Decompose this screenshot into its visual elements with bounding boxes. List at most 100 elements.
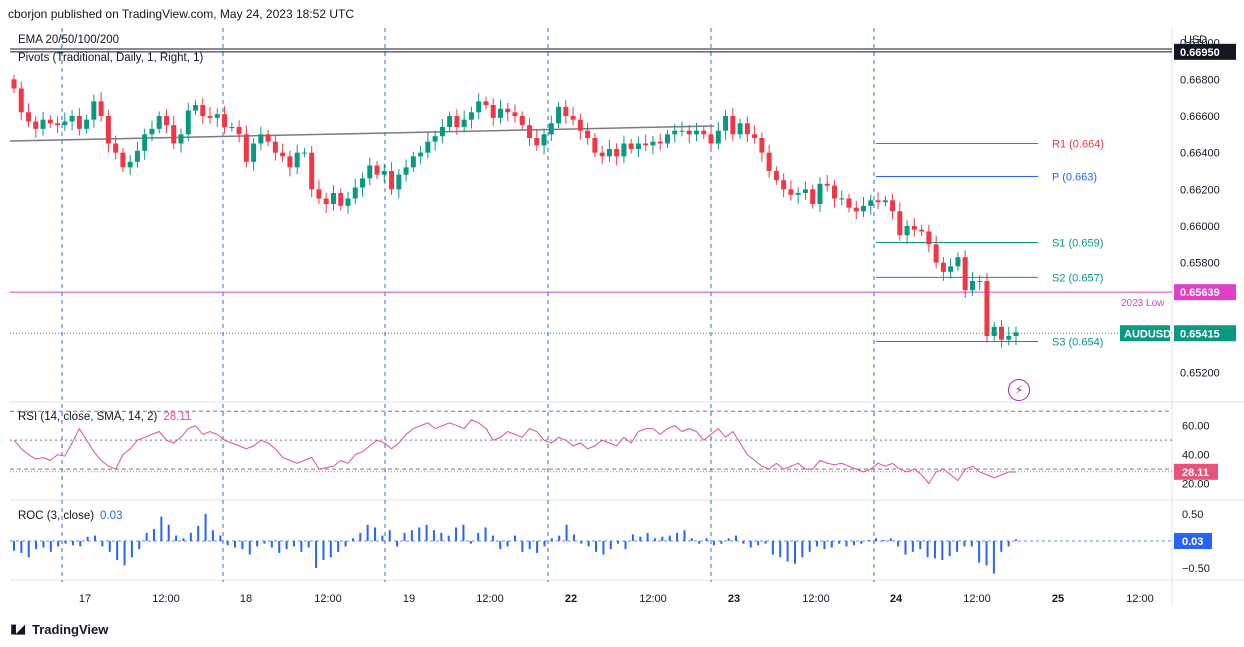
candle-body [686,130,692,135]
candle-body [113,143,119,153]
roc-value: 0.03 [100,510,123,522]
roc-bar [425,524,428,541]
time-tick: 23 [728,593,740,605]
roc-bar [558,535,561,541]
roc-bar [447,535,450,541]
roc-bar [138,541,141,550]
candle-body [222,114,228,127]
roc-bar [602,541,605,555]
candle-body [316,189,322,199]
candle-body [243,134,249,162]
price-tick: 0.66600 [1180,111,1220,123]
roc-bar [366,524,369,541]
pivot-label: R1 (0.664) [1052,139,1104,151]
roc-bar [985,541,988,566]
candle-body [519,116,525,126]
candle-body [142,134,148,151]
roc-bar [631,534,634,541]
publisher-line: cborjon published on TradingView.com, Ma… [8,7,354,21]
candle-body [548,123,554,135]
roc-bar [617,541,620,544]
roc-bar [108,541,111,552]
price-label-bg [1174,284,1236,301]
candle-body [287,156,293,168]
candle-body [193,105,199,111]
roc-bar [911,541,914,552]
candle-body [679,130,685,132]
price-tick: 0.65800 [1180,258,1220,270]
price-tick: 0.66000 [1180,221,1220,233]
roc-bar [690,538,693,541]
candle-body [962,257,968,291]
roc-bar [852,541,855,546]
candle-body [396,174,402,190]
roc-bar [845,541,848,547]
lightning-icon[interactable]: ⚡ [1008,379,1030,401]
low-2023-note: 2023 Low [1121,298,1165,309]
roc-label-bg [1174,533,1212,549]
candle-body [802,189,808,193]
roc-bar [830,541,833,548]
candle-body [272,141,278,153]
candle-body [330,193,336,204]
candle-body [214,114,220,118]
roc-bar [536,541,539,553]
candle-body [40,119,46,129]
candle-body [1006,336,1012,340]
roc-bar [123,541,126,566]
roc-bar [904,541,907,555]
candle-body [890,200,896,212]
candle-body [940,262,946,272]
roc-bar [344,541,347,547]
rsi-value-label: 28.11 [1182,467,1209,479]
ema-legend[interactable]: EMA 20/50/100/200 [18,34,120,46]
roc-bar [978,541,981,563]
candle-body [643,143,649,146]
roc-bar [595,541,598,552]
candle-body [236,127,242,135]
rsi-legend[interactable]: RSI (14, close, SMA, 14, 2) 28.11 [18,411,191,423]
brand-name: TradingView [32,621,109,637]
candle-body [926,231,932,245]
roc-bar [764,541,767,544]
candle-body [730,116,736,135]
roc-bar [572,534,575,541]
candle-body [84,119,90,129]
candle-body [309,152,315,190]
candle-body [76,116,82,129]
roc-bar [270,541,273,548]
candle-body [105,116,111,144]
roc-bar [13,541,15,551]
roc-bar [403,532,406,541]
candle-body [563,106,569,116]
roc-bar [926,541,929,558]
roc-bar [889,538,892,541]
price-tick: 0.66200 [1180,184,1220,196]
candle-body [991,326,997,336]
price-label: 0.66950 [1180,47,1220,59]
candle-body [984,281,990,336]
candle-body [490,105,496,118]
roc-bar [396,541,399,547]
roc-bar [860,541,863,544]
candle-body [831,185,837,199]
candle-body [715,130,721,144]
roc-bar [71,541,74,546]
candle-body [418,152,424,157]
time-tick: 12:00 [802,593,830,605]
roc-bar [948,541,951,557]
pivots-legend[interactable]: Pivots (Traditional, Daily, 1, Right, 1) [18,52,204,64]
roc-legend[interactable]: ROC (3, close) 0.03 [18,510,122,522]
roc-bar [543,541,546,547]
roc-bar [624,541,627,550]
candle-body [11,79,17,89]
roc-bar [278,541,281,553]
candle-body [345,198,351,206]
candle-body [381,171,387,175]
candle-body [592,138,598,153]
candle-body [882,200,888,203]
roc-bar [440,532,443,541]
roc-bar [219,535,222,541]
roc-bar [234,541,237,548]
